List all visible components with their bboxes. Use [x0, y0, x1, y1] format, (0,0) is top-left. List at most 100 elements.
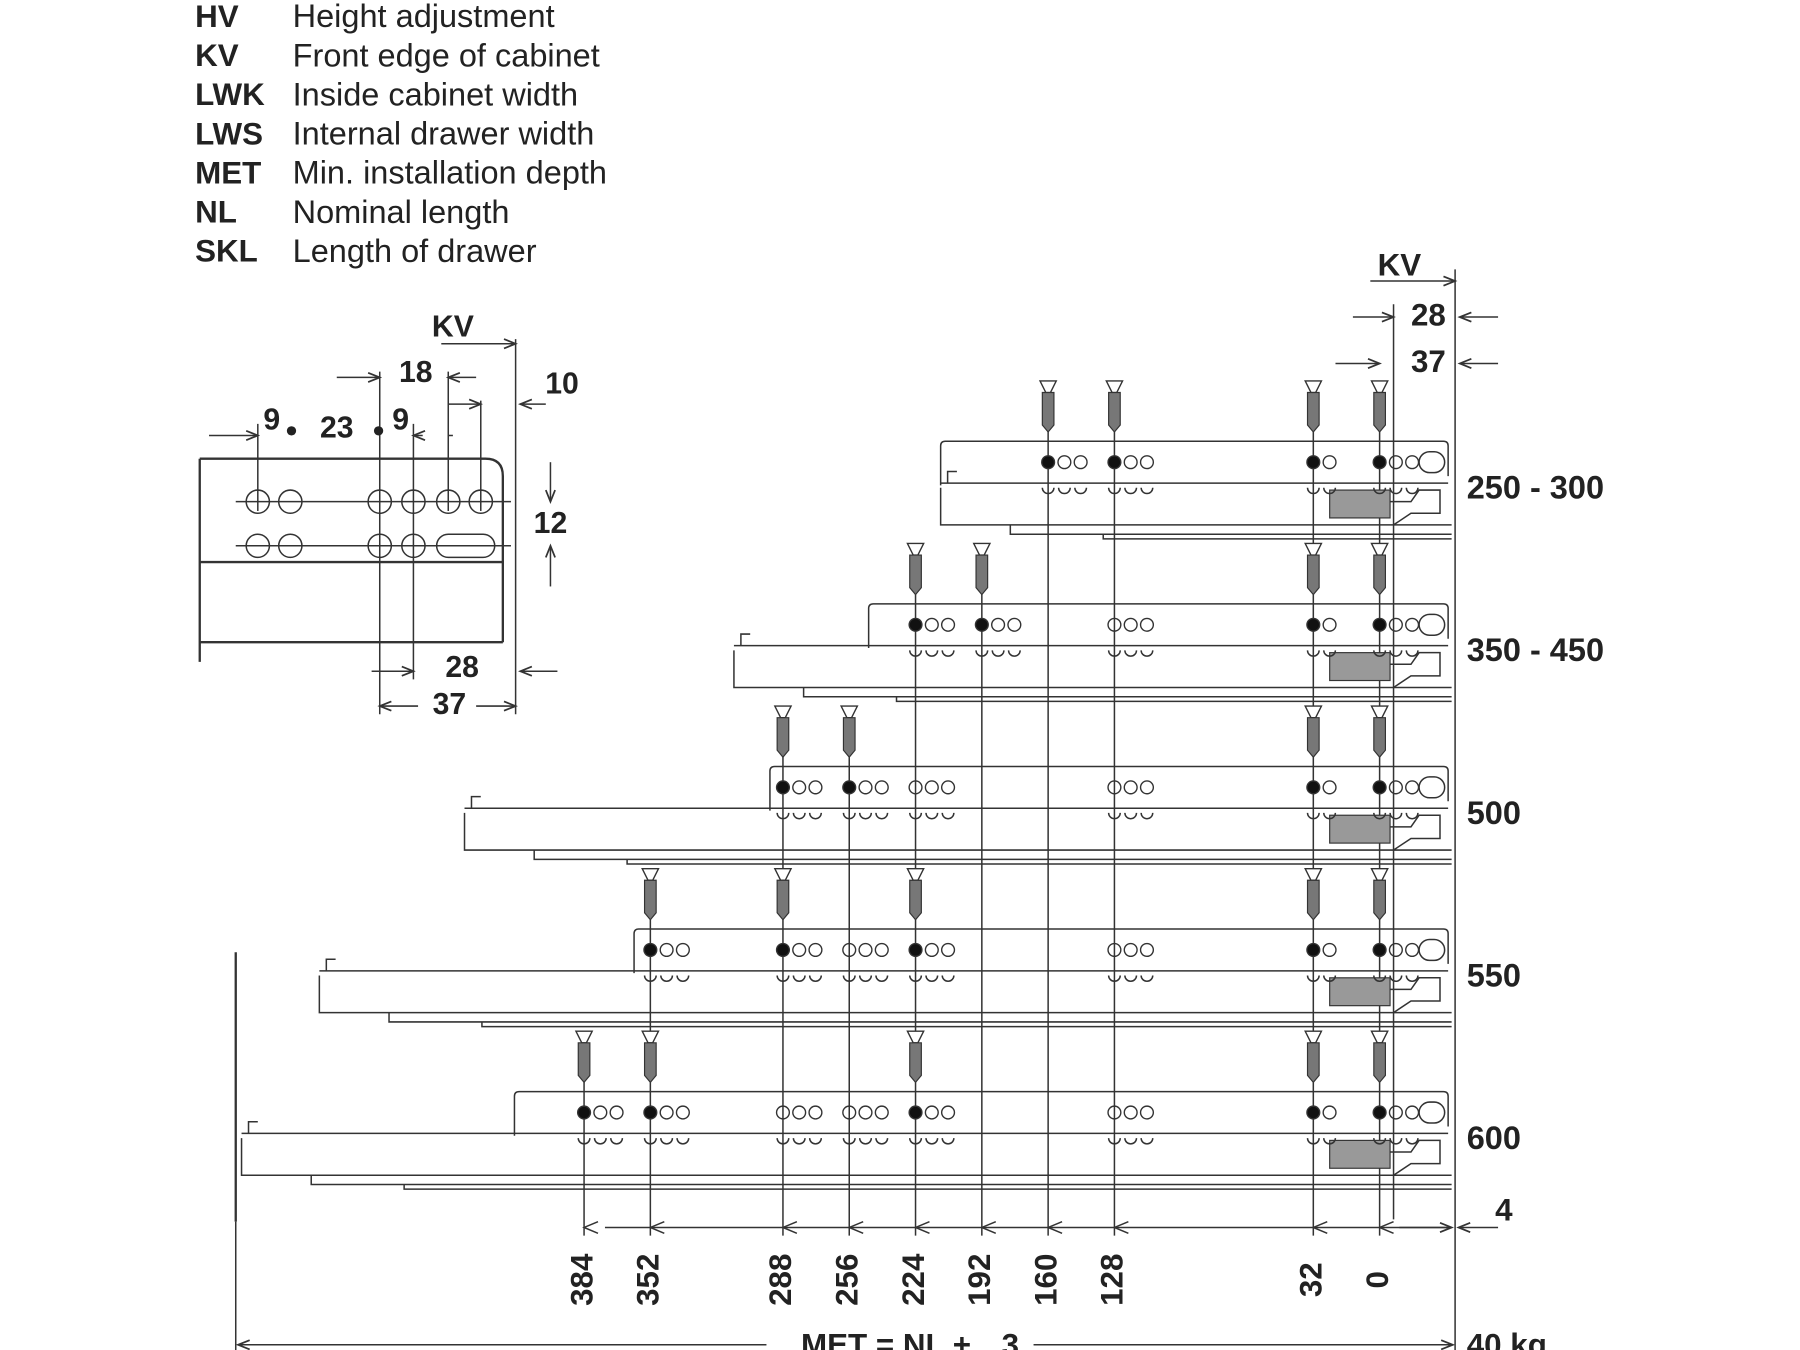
dim-label: 28: [1411, 297, 1446, 332]
hole: [1007, 617, 1022, 632]
hole: [874, 1105, 889, 1120]
hole: [1389, 812, 1403, 820]
hole: [858, 975, 873, 983]
screw: [1304, 705, 1323, 719]
hole: [1373, 1137, 1387, 1145]
hole: [1123, 455, 1138, 470]
hole: [643, 975, 657, 983]
hole: [808, 1137, 823, 1145]
hole: [1139, 1105, 1155, 1120]
hole: [875, 1137, 889, 1145]
hole: [925, 812, 939, 820]
screw: [1304, 867, 1323, 881]
hole: [1373, 812, 1387, 820]
dim-arrow: [1046, 1220, 1063, 1234]
hole: [941, 812, 955, 820]
hole: [775, 942, 791, 958]
hole: [1389, 1137, 1403, 1145]
hole: [1405, 942, 1420, 958]
hole: [842, 1137, 856, 1145]
length-label: 350 - 450: [1467, 632, 1604, 668]
hole: [875, 975, 889, 983]
hole: [1124, 650, 1138, 657]
position-label: 192: [962, 1254, 997, 1306]
hole: [1373, 975, 1387, 983]
legend-code: SKL: [195, 234, 258, 269]
hole: [1388, 1105, 1403, 1120]
hole: [908, 942, 923, 958]
lock: [1329, 489, 1391, 519]
drawer-side: [939, 470, 1452, 540]
hole: [1322, 942, 1337, 958]
hole: [643, 1105, 658, 1120]
position-label: 160: [1028, 1254, 1063, 1306]
screw: [1304, 542, 1323, 556]
screw: [1304, 380, 1323, 394]
legend: HV Height adjustment KV Front edge of cabin…: [195, 0, 607, 269]
hole: [1388, 617, 1403, 632]
hole: [924, 617, 939, 632]
screw: [906, 1030, 925, 1044]
hole: [1405, 975, 1419, 983]
position-label: 224: [896, 1253, 931, 1306]
hole: [775, 780, 791, 795]
hole: [940, 617, 956, 632]
lock: [1329, 1139, 1391, 1169]
hole: [609, 1105, 624, 1120]
hole: [1372, 1105, 1387, 1120]
legend-code: KV: [195, 38, 239, 73]
kv-label: KV: [1378, 247, 1422, 282]
clip: [1390, 1139, 1441, 1176]
dim-label: 9: [392, 404, 409, 437]
hole: [1107, 455, 1122, 470]
hole: [1405, 617, 1420, 632]
hole: [1306, 617, 1321, 632]
hole: [792, 1137, 806, 1145]
hole: [593, 1137, 607, 1145]
screw: [1370, 1030, 1389, 1044]
hole: [1306, 455, 1321, 470]
hole: [610, 1137, 624, 1145]
screw: [574, 1030, 594, 1044]
hole: [1140, 812, 1154, 820]
dim-label: 10: [545, 368, 579, 401]
hole: [776, 1137, 790, 1145]
hole: [1041, 455, 1056, 470]
dim-arrow: [1377, 1220, 1394, 1234]
screw-thread: [909, 1042, 922, 1084]
dim-label: 28: [445, 651, 479, 684]
legend-code: NL: [195, 195, 237, 230]
hole: [941, 1137, 955, 1145]
hole: [1323, 975, 1337, 983]
length-label: 500: [1467, 795, 1521, 831]
legend-code: LWK: [195, 77, 265, 112]
dot: [373, 426, 384, 436]
screw-thread: [1306, 391, 1320, 433]
hole: [925, 650, 939, 657]
hole: [858, 780, 873, 795]
dim-label: 12: [534, 507, 568, 540]
kv-label: KV: [432, 311, 474, 344]
hole: [908, 812, 923, 820]
clip: [1390, 651, 1441, 689]
screw-thread: [975, 554, 989, 596]
screw: [1370, 867, 1389, 881]
legend-description: Min. installation depth: [293, 155, 607, 191]
legend-description: Length of drawer: [293, 233, 537, 269]
hole: [1107, 975, 1121, 983]
hole: [1107, 780, 1122, 795]
hole: [577, 1137, 591, 1145]
screw-thread: [1306, 554, 1320, 596]
slot: [1418, 938, 1446, 962]
hole: [1323, 812, 1337, 820]
hole: [675, 1105, 690, 1120]
hole: [874, 942, 889, 958]
hole: [991, 617, 1006, 632]
hole: [975, 650, 989, 657]
screw: [1370, 542, 1389, 556]
dim-arrow: [1112, 1220, 1129, 1234]
screw-thread: [1373, 554, 1386, 596]
runner: [939, 440, 1449, 486]
length-label: 250 - 300: [1467, 470, 1604, 506]
screw: [1105, 380, 1124, 394]
